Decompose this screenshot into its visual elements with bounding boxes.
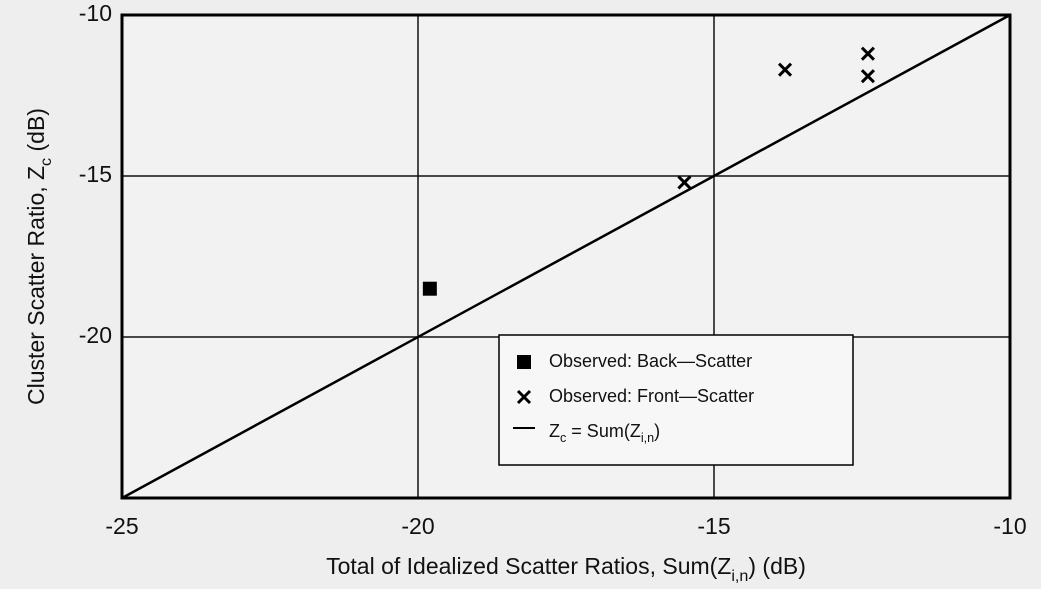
label-part: = Sum(Z [566, 421, 641, 441]
subscript: c [560, 431, 566, 445]
x-tick-label: -10 [993, 513, 1026, 539]
label-part: Z [549, 421, 560, 441]
subscript: i,n [641, 431, 654, 445]
x-marker [677, 175, 692, 190]
label-part: ) [654, 421, 660, 441]
plot-frame [120, 13, 1012, 500]
x-tick-label: -15 [697, 513, 730, 539]
subscript: i,n [731, 567, 748, 585]
label-part: (dB) [23, 108, 49, 158]
x-axis-label: Total of Idealized Scatter Ratios, Sum(Z… [326, 553, 806, 585]
legend-label: Observed: Front—Scatter [549, 386, 754, 406]
y-axis-label: Cluster Scatter Ratio, Zc (dB) [23, 108, 55, 405]
legend-box [498, 334, 854, 466]
square-marker [517, 355, 531, 369]
square-marker [422, 281, 437, 296]
x-tick-label: -20 [401, 513, 434, 539]
x-marker [860, 46, 875, 61]
subscript: c [37, 158, 55, 166]
legend-label: Zc = Sum(Zi,n) [549, 421, 660, 446]
label-part: Total of Idealized Scatter Ratios, Sum(Z [326, 553, 731, 579]
legend-label: Observed: Back—Scatter [549, 351, 752, 371]
x-marker [516, 389, 532, 405]
label-part: ) (dB) [748, 553, 806, 579]
legend: Observed: Back—Scatter Observed: Front—Sc… [498, 334, 854, 466]
x-marker [860, 69, 875, 84]
label-part: Cluster Scatter Ratio, Z [23, 166, 49, 405]
y-tick-label: -10 [79, 0, 112, 26]
x-tick-label: -25 [105, 513, 138, 539]
y-tick-label: -20 [79, 322, 112, 348]
y-tick-label: -15 [79, 161, 112, 187]
fit-line [121, 13, 1011, 500]
x-marker [777, 62, 793, 77]
